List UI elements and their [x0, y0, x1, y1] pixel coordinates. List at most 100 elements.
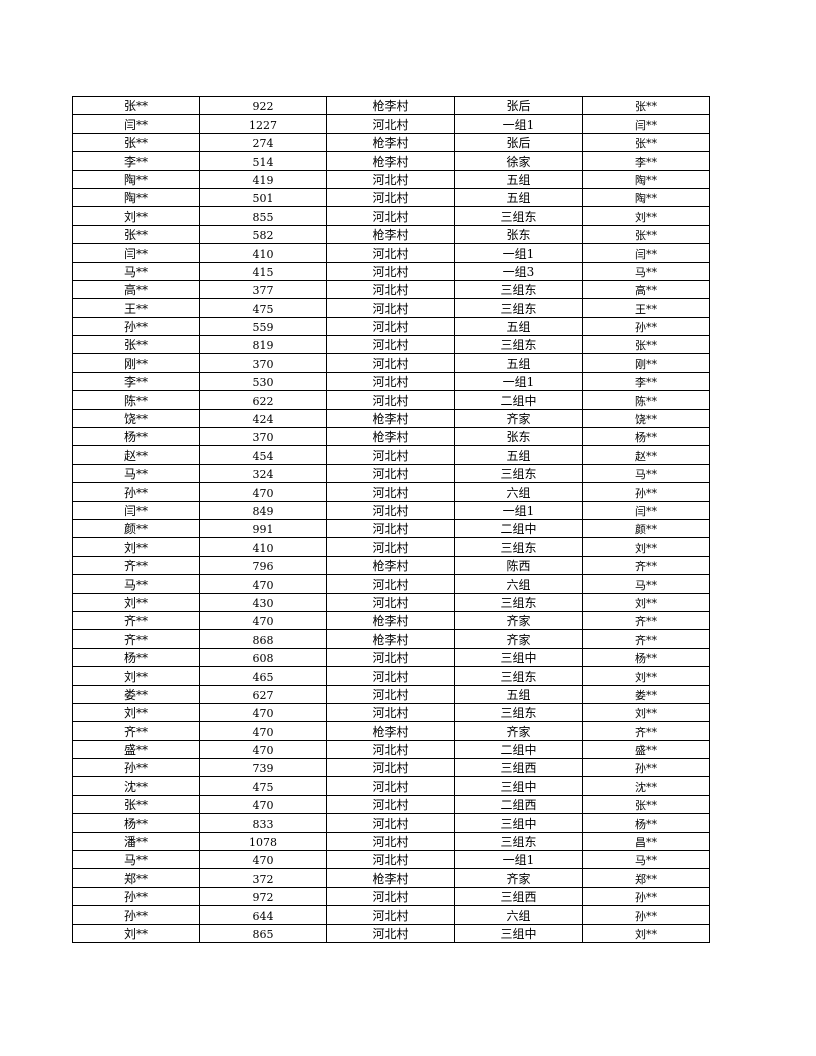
payee-cell: 孙**: [582, 905, 710, 925]
name-cell: 马**: [72, 850, 200, 870]
payee-cell: 王**: [582, 298, 710, 318]
group-cell: 三组东: [454, 592, 583, 612]
group-cell: 五组: [454, 684, 583, 704]
name-cell: 陶**: [72, 187, 200, 208]
payee-cell: 杨**: [582, 647, 710, 668]
payee-cell: 刚**: [582, 353, 710, 373]
name-cell: 娄**: [72, 684, 200, 704]
table-row: 陈** 622 河北村 二组中 陈**: [72, 390, 710, 410]
village-cell: 枪李村: [326, 408, 455, 429]
table-row: 陶** 501 河北村 五组 陶**: [72, 187, 710, 208]
amount-cell: 410: [199, 243, 327, 263]
amount-cell: 849: [199, 500, 327, 520]
group-cell: 张东: [454, 224, 583, 245]
name-cell: 饶**: [72, 408, 200, 429]
group-cell: 三组中: [454, 647, 583, 668]
group-cell: 二组西: [454, 794, 583, 815]
group-cell: 一组1: [454, 850, 583, 870]
group-cell: 齐家: [454, 721, 583, 741]
name-cell: 马**: [72, 463, 200, 484]
payee-cell: 杨**: [582, 813, 710, 833]
table-row: 孙** 559 河北村 五组 孙**: [72, 316, 710, 337]
village-cell: 河北村: [326, 353, 455, 373]
name-cell: 张**: [72, 335, 200, 355]
name-cell: 马**: [72, 574, 200, 594]
payee-cell: 孙**: [582, 886, 710, 907]
amount-cell: 501: [199, 187, 327, 208]
name-cell: 齐**: [72, 721, 200, 741]
payee-cell: 刘**: [582, 592, 710, 612]
village-cell: 河北村: [326, 482, 455, 502]
group-cell: 齐家: [454, 408, 583, 429]
group-cell: 三组东: [454, 537, 583, 557]
group-cell: 二组中: [454, 739, 583, 760]
payee-cell: 高**: [582, 279, 710, 300]
payee-cell: 郑**: [582, 868, 710, 888]
payee-cell: 颜**: [582, 518, 710, 539]
village-cell: 河北村: [326, 518, 455, 539]
village-cell: 河北村: [326, 794, 455, 815]
table-row: 马** 470 河北村 六组 马**: [72, 574, 710, 594]
amount-cell: 415: [199, 261, 327, 281]
payee-cell: 马**: [582, 850, 710, 870]
table-row: 张** 819 河北村 三组东 张**: [72, 335, 710, 355]
amount-cell: 470: [199, 739, 327, 760]
group-cell: 张东: [454, 427, 583, 447]
table-row: 潘** 1078 河北村 三组东 昌**: [72, 831, 710, 852]
group-cell: 三组东: [454, 666, 583, 686]
group-cell: 陈西: [454, 555, 583, 576]
amount-cell: 1227: [199, 114, 327, 134]
table-row: 刘** 470 河北村 三组东 刘**: [72, 702, 710, 723]
group-cell: 三组中: [454, 923, 583, 943]
village-cell: 枪李村: [326, 224, 455, 245]
amount-cell: 868: [199, 629, 327, 649]
payee-cell: 陶**: [582, 169, 710, 189]
name-cell: 齐**: [72, 610, 200, 631]
name-cell: 齐**: [72, 555, 200, 576]
group-cell: 五组: [454, 316, 583, 337]
village-cell: 河北村: [326, 813, 455, 833]
payee-cell: 齐**: [582, 610, 710, 631]
table-row: 张** 274 枪李村 张后 张**: [72, 132, 710, 153]
amount-cell: 470: [199, 610, 327, 631]
village-cell: 河北村: [326, 647, 455, 668]
payee-cell: 张**: [582, 794, 710, 815]
group-cell: 一组1: [454, 243, 583, 263]
amount-cell: 454: [199, 445, 327, 465]
table-row: 马** 470 河北村 一组1 马**: [72, 850, 710, 870]
payee-cell: 刘**: [582, 702, 710, 723]
name-cell: 赵**: [72, 445, 200, 465]
name-cell: 闫**: [72, 243, 200, 263]
village-cell: 枪李村: [326, 151, 455, 171]
data-table: 张** 922 枪李村 张后 张** 闫** 1227 河北村 一组1 闫** 张** 274 枪李村张…: [72, 95, 710, 943]
name-cell: 孙**: [72, 886, 200, 907]
name-cell: 张**: [72, 794, 200, 815]
payee-cell: 马**: [582, 463, 710, 484]
table-body: 张** 922 枪李村 张后 张** 闫** 1227 河北村 一组1 闫** 张** 274 枪李村张…: [72, 95, 710, 943]
amount-cell: 370: [199, 353, 327, 373]
group-cell: 三组东: [454, 279, 583, 300]
group-cell: 三组东: [454, 298, 583, 318]
amount-cell: 582: [199, 224, 327, 245]
amount-cell: 922: [199, 95, 327, 116]
name-cell: 闫**: [72, 114, 200, 134]
amount-cell: 991: [199, 518, 327, 539]
group-cell: 徐家: [454, 151, 583, 171]
group-cell: 六组: [454, 905, 583, 925]
table-row: 盛** 470 河北村 二组中 盛**: [72, 739, 710, 760]
village-cell: 枪李村: [326, 427, 455, 447]
name-cell: 盛**: [72, 739, 200, 760]
name-cell: 潘**: [72, 831, 200, 852]
group-cell: 六组: [454, 574, 583, 594]
payee-cell: 孙**: [582, 482, 710, 502]
amount-cell: 470: [199, 850, 327, 870]
village-cell: 河北村: [326, 905, 455, 925]
table-row: 刘** 430 河北村 三组东 刘**: [72, 592, 710, 612]
table-row: 马** 324 河北村 三组东 马**: [72, 463, 710, 484]
name-cell: 齐**: [72, 629, 200, 649]
name-cell: 杨**: [72, 813, 200, 833]
village-cell: 河北村: [326, 923, 455, 943]
village-cell: 河北村: [326, 279, 455, 300]
table-row: 孙** 470 河北村 六组 孙**: [72, 482, 710, 502]
group-cell: 二组中: [454, 518, 583, 539]
